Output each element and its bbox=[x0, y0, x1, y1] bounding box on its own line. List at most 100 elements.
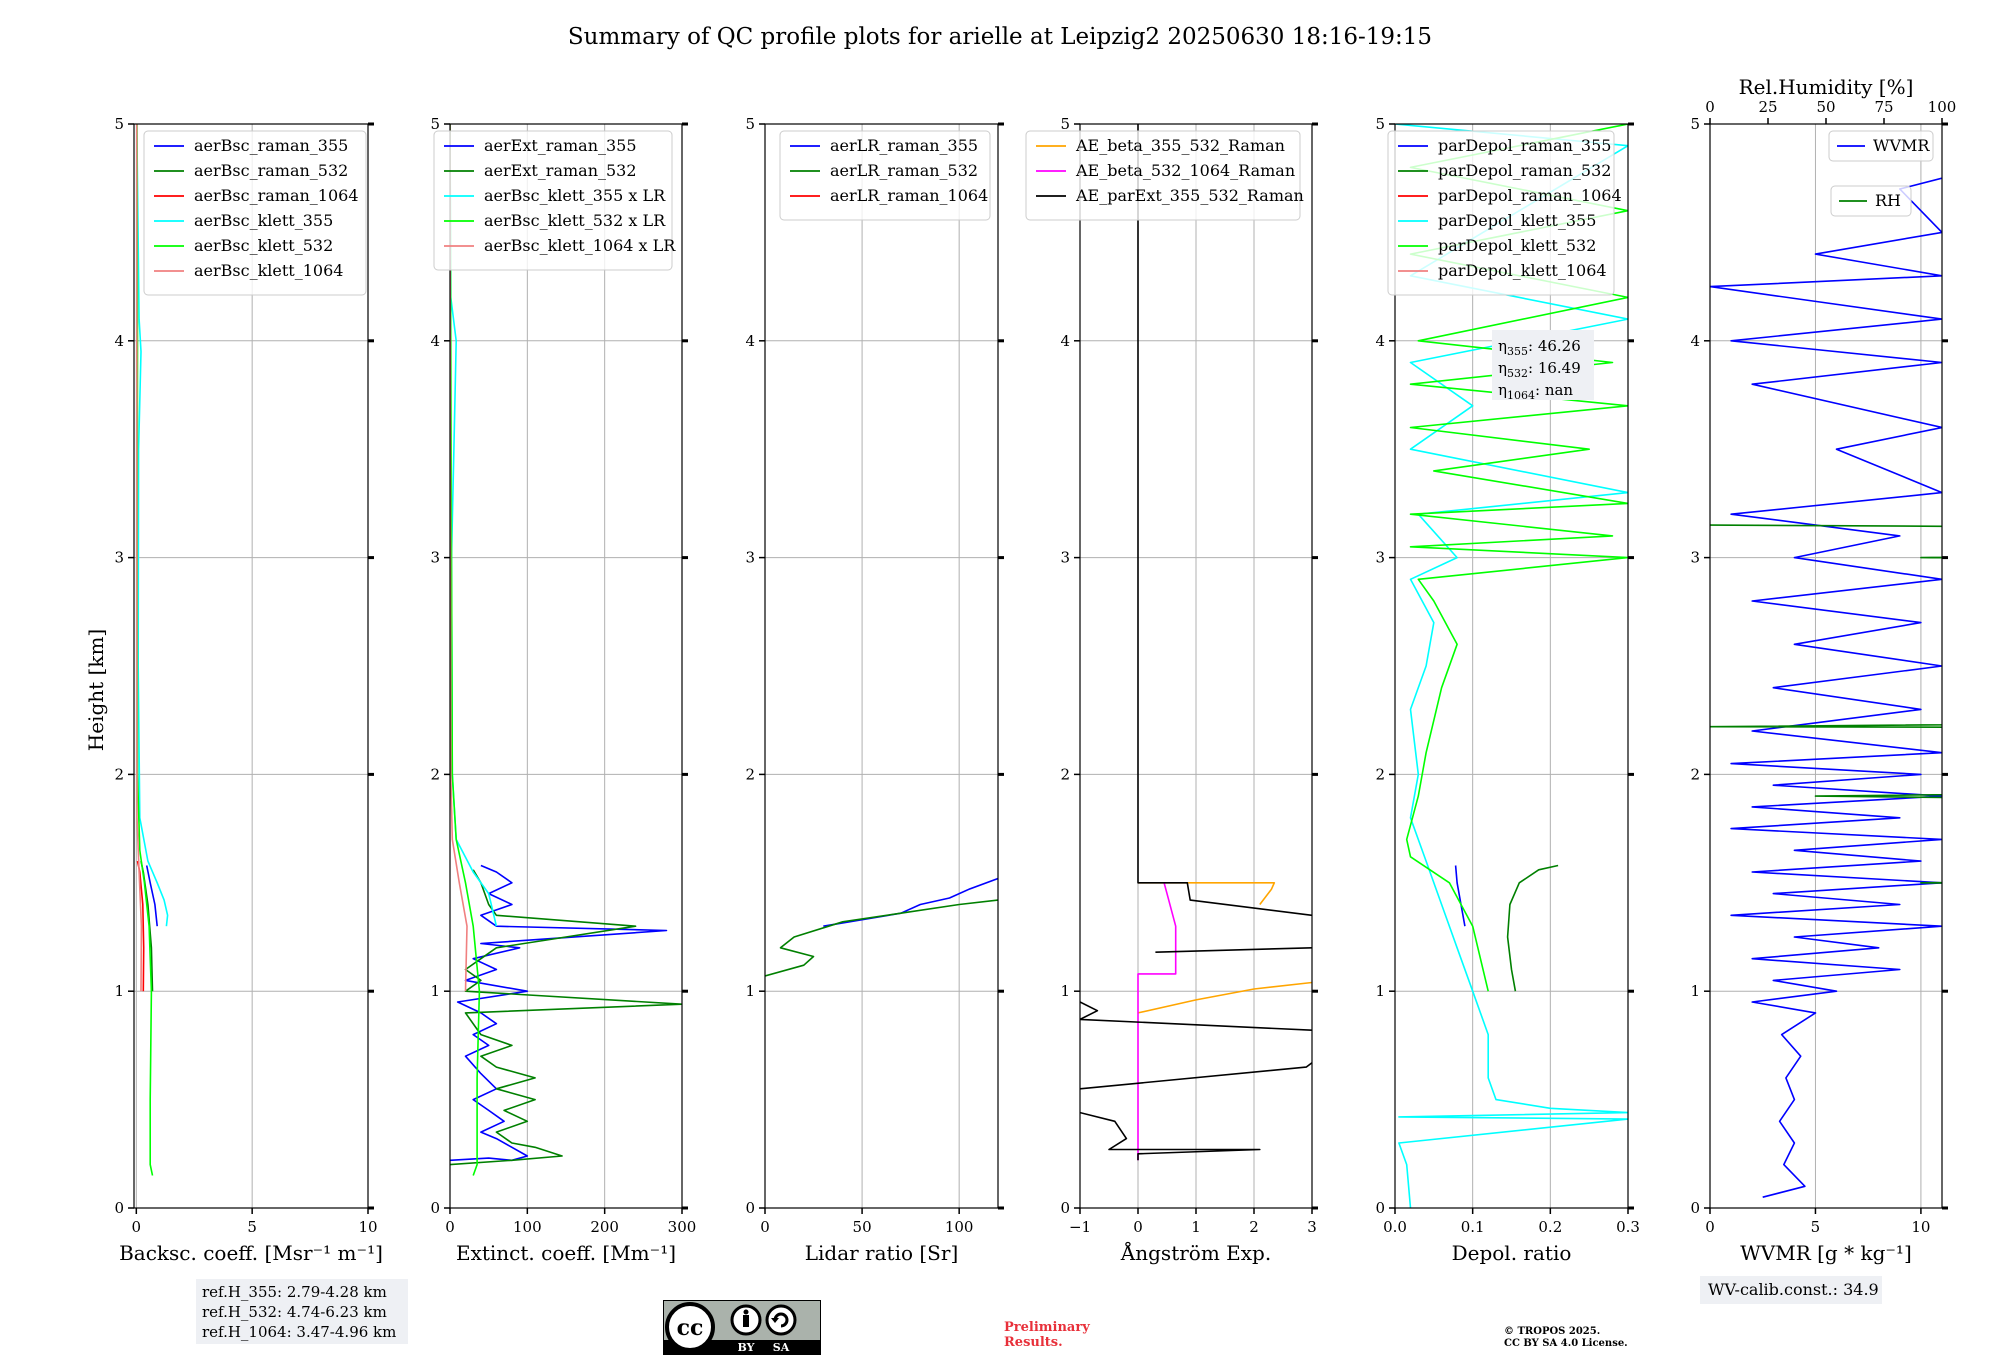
cc-sa-label: SA bbox=[773, 1341, 790, 1354]
series-group bbox=[1395, 124, 1628, 1208]
ref-height-355: ref.H_355: 2.79-4.28 km bbox=[202, 1283, 387, 1301]
legend-box bbox=[143, 130, 367, 296]
top-x-tick-label: 50 bbox=[1816, 98, 1835, 116]
x-tick-label: 0.3 bbox=[1616, 1218, 1640, 1236]
legend-label: AE_beta_355_532_Raman bbox=[1075, 136, 1285, 155]
legend: aerLR_raman_355 aerLR_raman_532 aerLR_rama… bbox=[779, 130, 991, 221]
series-line-aerLR_raman_532 bbox=[765, 899, 998, 977]
copyright-line-1: © TROPOS 2025. bbox=[1504, 1326, 1601, 1337]
y-tick-label: 2 bbox=[1060, 765, 1070, 783]
series-group bbox=[136, 124, 169, 1176]
x-tick-label: 0 bbox=[760, 1218, 770, 1236]
legend-label: aerBsc_klett_355 bbox=[194, 211, 333, 230]
y-tick-label: 0 bbox=[745, 1199, 755, 1217]
x-tick-label: 0.1 bbox=[1461, 1218, 1485, 1236]
eta-line: η532: 16.49 bbox=[1498, 359, 1581, 380]
y-tick-label: 1 bbox=[114, 982, 124, 1000]
legend-label: aerBsc_klett_355 x LR bbox=[484, 186, 666, 205]
x-tick-label: 1 bbox=[1191, 1218, 1201, 1236]
y-tick-label: 2 bbox=[114, 765, 124, 783]
axes-frame bbox=[133, 123, 369, 1209]
ref-height-532: ref.H_532: 4.74-6.23 km bbox=[202, 1303, 387, 1321]
legend-label: parDepol_klett_532 bbox=[1438, 236, 1596, 255]
legend-label: AE_parExt_355_532_Raman bbox=[1075, 186, 1304, 205]
eta-value: : nan bbox=[1535, 381, 1573, 399]
x-tick-label: 100 bbox=[513, 1218, 542, 1236]
series-line-aerExt_raman_532 bbox=[450, 869, 682, 1166]
series-line-aerBsc_klett_532 x LR bbox=[450, 124, 481, 1176]
series-group bbox=[450, 124, 682, 1176]
eta-subscript: 355 bbox=[1507, 345, 1528, 358]
cc-by-label: BY bbox=[738, 1341, 755, 1354]
top-x-tick-label: 75 bbox=[1874, 98, 1893, 116]
ref-height-1064: ref.H_1064: 3.47-4.96 km bbox=[202, 1323, 397, 1341]
legend-label: parDepol_raman_1064 bbox=[1438, 186, 1622, 205]
eta-line: η1064: nan bbox=[1498, 381, 1573, 402]
preliminary-results-note: Preliminary Results. bbox=[1004, 1320, 1090, 1350]
x-tick-label: 50 bbox=[853, 1218, 872, 1236]
eta-subscript: 532 bbox=[1507, 367, 1528, 380]
wv-calibration-box: WV-calib.const.: 34.9 bbox=[1700, 1276, 1882, 1304]
cc-icon: cc bbox=[665, 1302, 715, 1352]
legend-label: parDepol_raman_355 bbox=[1438, 136, 1611, 155]
axes-frame bbox=[449, 123, 683, 1209]
y-tick-label: 3 bbox=[1060, 549, 1070, 567]
legend-label: AE_beta_532_1064_Raman bbox=[1075, 161, 1295, 180]
y-tick-label: 3 bbox=[430, 549, 440, 567]
legend-label: parDepol_klett_355 bbox=[1438, 211, 1596, 230]
legend-label: aerBsc_raman_355 bbox=[194, 136, 348, 155]
legend-label: aerBsc_klett_1064 x LR bbox=[484, 236, 676, 255]
x-tick-label: 0 bbox=[132, 1218, 142, 1236]
x-tick-label: 300 bbox=[668, 1218, 697, 1236]
legend-box bbox=[1025, 130, 1301, 221]
wv-calibration-text: WV-calib.const.: 34.9 bbox=[1708, 1280, 1879, 1299]
y-axis-label: Height [km] bbox=[84, 629, 108, 751]
y-tick-label: 2 bbox=[430, 765, 440, 783]
legend-label: parDepol_klett_1064 bbox=[1438, 261, 1607, 280]
y-tick-label: 2 bbox=[1690, 765, 1700, 783]
series-group bbox=[765, 877, 998, 977]
y-tick-label: 3 bbox=[114, 549, 124, 567]
x-tick-label: 2 bbox=[1249, 1218, 1259, 1236]
legend-label: aerLR_raman_1064 bbox=[830, 186, 988, 205]
legend-label: aerBsc_raman_532 bbox=[194, 161, 348, 180]
legend-label: WVMR bbox=[1873, 136, 1930, 155]
x-tick-label: 0.2 bbox=[1538, 1218, 1562, 1236]
series-line-AE_beta_532_1064_Raman bbox=[1137, 882, 1177, 1161]
legend-label: aerExt_raman_532 bbox=[484, 161, 637, 180]
y-tick-label: 1 bbox=[745, 982, 755, 1000]
x-tick-label: 0 bbox=[1705, 1218, 1715, 1236]
series-line-parDepol_raman_355 bbox=[1454, 865, 1466, 927]
eta-annotation-box bbox=[1492, 330, 1594, 400]
top-x-tick-label: 25 bbox=[1758, 98, 1777, 116]
gridlines bbox=[1709, 123, 1942, 1209]
series-line-aerBsc_klett_355 bbox=[136, 124, 169, 927]
series-line-RH bbox=[1710, 524, 1942, 884]
legend-box bbox=[779, 130, 991, 221]
y-tick-label: 4 bbox=[114, 332, 124, 350]
legend: AE_beta_355_532_Raman AE_beta_532_1064_Ra… bbox=[1025, 130, 1304, 221]
share-alike-icon bbox=[765, 1304, 797, 1336]
legend-label: aerLR_raman_355 bbox=[830, 136, 978, 155]
x-axis-label: Depol. ratio bbox=[1452, 1241, 1572, 1265]
series-group bbox=[1080, 124, 1312, 1161]
y-tick-label: 0 bbox=[1690, 1199, 1700, 1217]
top-x-axis-label: Rel.Humidity [%] bbox=[1739, 75, 1914, 99]
gridlines bbox=[764, 123, 998, 1209]
series-line-AE_beta_355_532_Raman bbox=[1137, 882, 1312, 1014]
cc-by-sa-badge: cc BY SA bbox=[663, 1300, 821, 1355]
x-tick-label: 5 bbox=[247, 1218, 257, 1236]
legend-label: aerBsc_klett_1064 bbox=[194, 261, 343, 280]
series-line-parDepol_raman_532 bbox=[1506, 864, 1559, 992]
y-tick-label: 4 bbox=[745, 332, 755, 350]
y-tick-label: 1 bbox=[1690, 982, 1700, 1000]
eta-subscript: 1064 bbox=[1507, 389, 1535, 402]
y-tick-label: 1 bbox=[1060, 982, 1070, 1000]
eta-line: η355: 46.26 bbox=[1498, 337, 1581, 358]
y-tick-label: 4 bbox=[1690, 332, 1700, 350]
legend-box bbox=[433, 130, 673, 271]
